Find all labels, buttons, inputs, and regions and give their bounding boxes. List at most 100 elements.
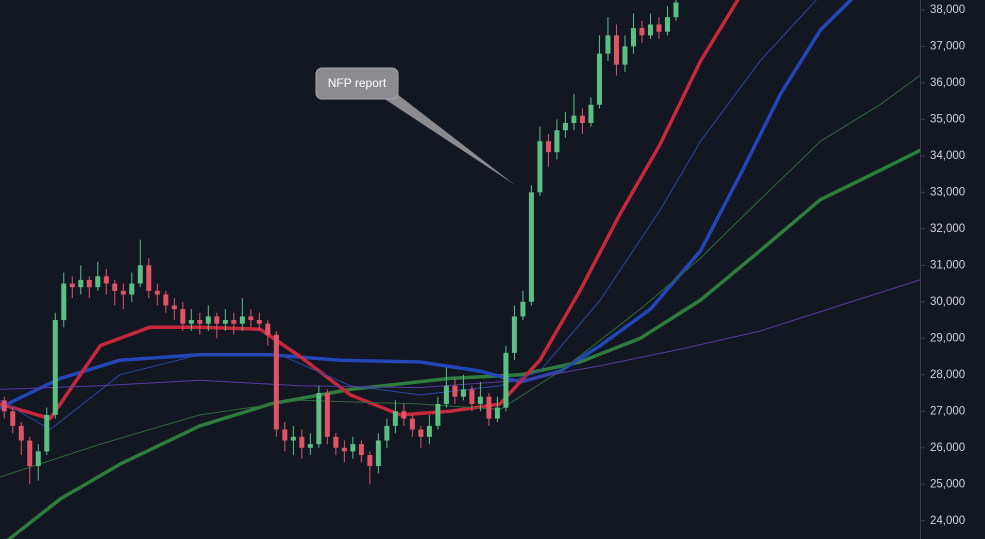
candle-body bbox=[511, 316, 517, 353]
candle-body bbox=[256, 320, 262, 324]
candle-body bbox=[231, 320, 237, 324]
candle-body bbox=[307, 444, 313, 448]
candle-body bbox=[452, 385, 458, 397]
candle-body bbox=[10, 411, 16, 426]
candle-body bbox=[673, 2, 679, 18]
candle-body bbox=[367, 455, 373, 467]
candle-body bbox=[103, 276, 109, 284]
candle-body bbox=[205, 316, 211, 324]
candle-body bbox=[222, 320, 228, 324]
candle-body bbox=[460, 389, 466, 397]
candle-body bbox=[78, 279, 84, 288]
candle-body bbox=[639, 28, 645, 36]
candle-body bbox=[1, 400, 7, 412]
candle-body bbox=[664, 17, 670, 32]
candle-body bbox=[375, 440, 381, 467]
candle-body bbox=[324, 393, 330, 437]
moving-average-line bbox=[0, 279, 920, 390]
y-tick-label: 38,000 bbox=[930, 4, 965, 16]
candle-body bbox=[571, 115, 577, 123]
candle-body bbox=[562, 122, 568, 131]
candle-body bbox=[605, 35, 611, 54]
candle-body bbox=[197, 320, 203, 324]
candle-body bbox=[469, 389, 475, 404]
y-tick-label: 37,000 bbox=[930, 40, 965, 52]
candle-body bbox=[35, 451, 41, 467]
candle-body bbox=[384, 425, 390, 441]
candle-body bbox=[588, 104, 594, 123]
candle-body bbox=[239, 316, 245, 324]
candle-body bbox=[392, 411, 398, 426]
candle-body bbox=[188, 320, 194, 324]
y-tick-label: 32,000 bbox=[930, 223, 965, 235]
candle-body bbox=[622, 46, 628, 65]
candle-body bbox=[61, 283, 67, 321]
annotation: NFP report bbox=[315, 67, 515, 185]
candle-body bbox=[647, 24, 653, 36]
candle-body bbox=[486, 396, 492, 419]
moving-average-line bbox=[0, 0, 817, 430]
candle-body bbox=[333, 436, 339, 448]
candle-body bbox=[341, 447, 347, 452]
candle-body bbox=[426, 425, 432, 437]
candle-body bbox=[112, 283, 118, 291]
candle-body bbox=[537, 141, 543, 193]
candle-body bbox=[494, 407, 500, 419]
candle-body bbox=[120, 290, 126, 295]
annotation-box bbox=[315, 67, 399, 100]
annotation-text: NFP report bbox=[328, 76, 387, 90]
plot-area bbox=[0, 0, 920, 539]
candle-body bbox=[656, 24, 662, 32]
candle-body bbox=[146, 265, 152, 291]
y-tick-label: 36,000 bbox=[930, 77, 965, 89]
candle-body bbox=[44, 414, 50, 452]
candle-body bbox=[554, 130, 560, 153]
candle-body bbox=[273, 334, 279, 430]
candle-body bbox=[171, 305, 177, 310]
candle-body bbox=[69, 283, 75, 288]
candle-body bbox=[316, 393, 322, 445]
candle-body bbox=[282, 429, 288, 441]
candle-body bbox=[409, 418, 415, 430]
candle-body bbox=[579, 115, 585, 123]
candle-body bbox=[528, 192, 534, 302]
candle-body bbox=[180, 309, 186, 324]
candle-body bbox=[18, 425, 24, 441]
y-tick-label: 25,000 bbox=[930, 478, 965, 490]
candle-body bbox=[137, 265, 143, 284]
candle-body bbox=[52, 320, 58, 415]
price-axis: 24,000 25,000 26,000 27,000 28,000 29,000 30,0… bbox=[920, 4, 965, 527]
candle-body bbox=[129, 283, 135, 295]
candle-body bbox=[214, 316, 220, 324]
annotation-pointer bbox=[377, 94, 515, 185]
moving-average-line bbox=[0, 0, 740, 421]
y-tick-label: 30,000 bbox=[930, 296, 965, 308]
moving-average-line bbox=[6, 148, 920, 539]
y-tick-label: 27,000 bbox=[930, 405, 965, 417]
candle-body bbox=[86, 279, 92, 288]
moving-average-line bbox=[0, 75, 920, 478]
candle-body bbox=[95, 276, 101, 288]
candle-body bbox=[545, 141, 551, 153]
candle-body bbox=[443, 385, 449, 404]
candle-body bbox=[401, 411, 407, 419]
candle-body bbox=[477, 396, 483, 404]
y-tick-label: 35,000 bbox=[930, 113, 965, 125]
y-tick-label: 29,000 bbox=[930, 332, 965, 344]
candle-body bbox=[248, 316, 254, 321]
candle-body bbox=[630, 28, 636, 47]
y-tick-label: 34,000 bbox=[930, 150, 965, 162]
candle-body bbox=[435, 403, 441, 426]
y-tick-label: 24,000 bbox=[930, 515, 965, 527]
y-tick-label: 26,000 bbox=[930, 442, 965, 454]
candle-body bbox=[596, 53, 602, 105]
candle-body bbox=[520, 301, 526, 317]
candle-body bbox=[154, 290, 160, 295]
candle-body bbox=[418, 429, 424, 437]
candle-body bbox=[350, 444, 356, 452]
candle-body bbox=[27, 440, 33, 467]
candle-body bbox=[613, 35, 619, 65]
candle-body bbox=[299, 436, 305, 448]
